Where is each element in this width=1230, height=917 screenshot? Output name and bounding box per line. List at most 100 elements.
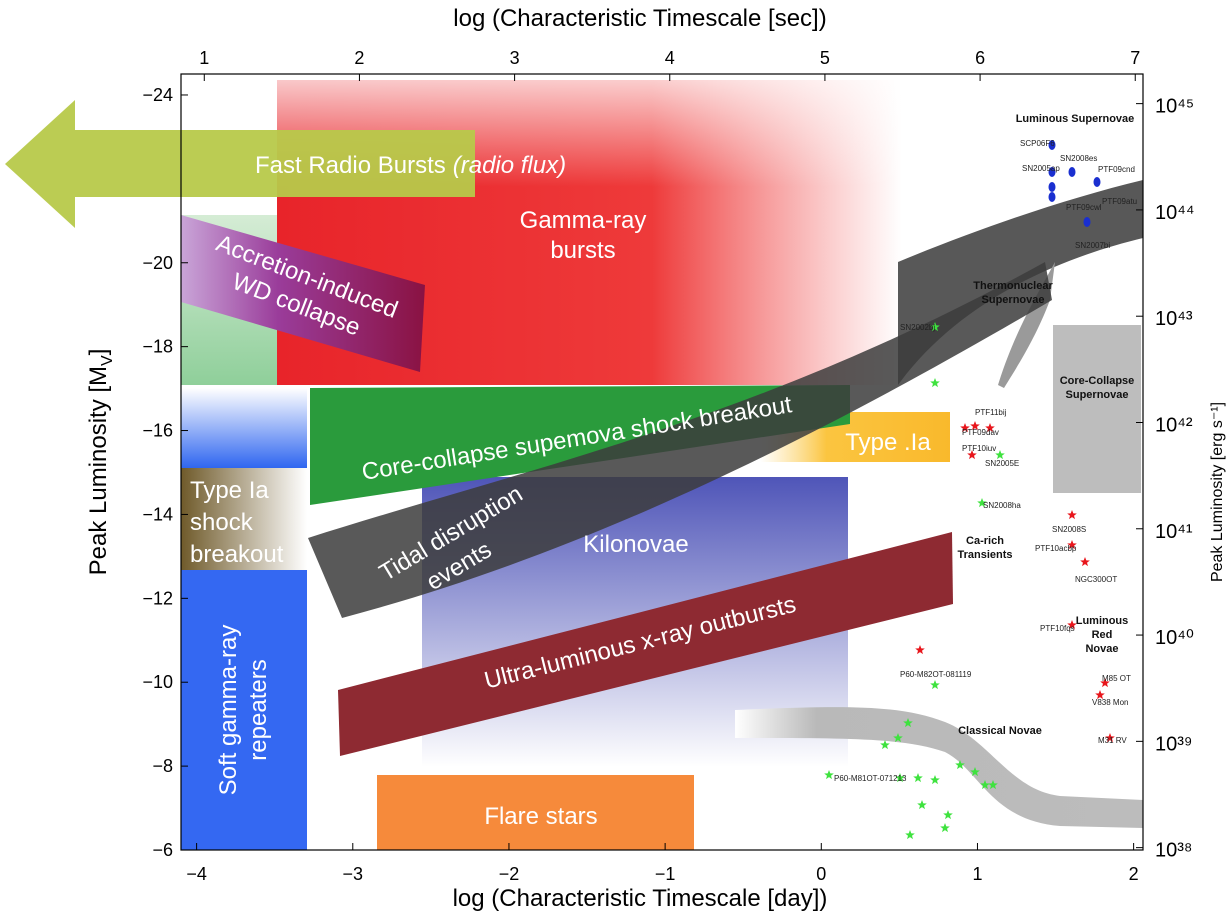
- y-axis-title-sub: V: [99, 355, 116, 366]
- x-tick-label: 0: [816, 864, 826, 884]
- y2-tick-label: 10⁴¹: [1155, 521, 1193, 543]
- grb-label: Gamma-ray: [520, 207, 647, 234]
- marker-blue: [1048, 192, 1056, 202]
- object-label: PTF10fqs: [1040, 624, 1075, 633]
- class-label: Supernovae: [1066, 389, 1129, 401]
- frb-text: Fast Radio Bursts: [255, 152, 446, 179]
- ia-shock-label: breakout: [190, 541, 284, 568]
- ia-shock-label: shock: [190, 509, 254, 536]
- x2-tick-label: 5: [820, 48, 830, 68]
- object-label: M31 RV: [1098, 736, 1127, 745]
- ia-shock-label: Type Ia: [190, 477, 269, 504]
- x2-tick-label: 6: [975, 48, 985, 68]
- y-tick-label: −14: [142, 504, 173, 524]
- x2-tick-label: 4: [665, 48, 675, 68]
- y-tick-label: −12: [142, 588, 173, 608]
- object-label: PTF09dav: [962, 428, 999, 437]
- y-tick-label: −6: [152, 840, 173, 860]
- object-label: PTF10acbp: [1035, 544, 1077, 553]
- class-label: Luminous Supernovae: [1016, 113, 1135, 125]
- y-axis-title-part: ]: [85, 349, 112, 356]
- y-tick-label: −20: [142, 253, 173, 273]
- class-label: Ca-rich: [966, 535, 1004, 547]
- x2-axis-title: log (Characteristic Timescale [sec]): [453, 5, 826, 32]
- aic-region: [181, 215, 425, 372]
- x-axis-title: log (Characteristic Timescale [day]): [453, 885, 828, 912]
- region-fill: [181, 388, 307, 468]
- object-label: SN2002bj: [900, 323, 935, 332]
- x-tick-label: −1: [655, 864, 676, 884]
- x2-tick-label: 7: [1130, 48, 1140, 68]
- class-label: Transients: [957, 549, 1012, 561]
- marker-blue: [1048, 140, 1056, 150]
- class-label: Red: [1092, 629, 1113, 641]
- y-tick-label: −8: [152, 756, 173, 776]
- y-tick-label: −24: [142, 85, 173, 105]
- frb-label: Fast Radio Bursts (radio flux): [255, 152, 566, 179]
- sgr-label: Soft gamma-ray: [215, 625, 242, 796]
- y2-tick-label: 10⁴²: [1155, 414, 1193, 436]
- object-label: PTF10iuv: [962, 444, 996, 453]
- object-label: M85 OT: [1102, 674, 1131, 683]
- y-tick-label: −10: [142, 672, 173, 692]
- object-label: NGC300OT: [1075, 575, 1117, 584]
- plot-frame: [180, 73, 1144, 851]
- frb-arrow: [5, 100, 475, 228]
- marker-blue: [1068, 167, 1076, 177]
- x2-tick-label: 2: [354, 48, 364, 68]
- class-label: Novae: [1085, 643, 1118, 655]
- type-dot-ia-label: Type .Ia: [845, 429, 931, 456]
- sgr-label: repeaters: [245, 659, 272, 760]
- y-tick-label: −18: [142, 337, 173, 357]
- y2-axis-title: Peak Luminosity [erg s⁻¹]: [1209, 402, 1226, 582]
- object-label: PTF11bij: [975, 408, 1007, 417]
- object-label: PTF09cwl: [1066, 203, 1102, 212]
- object-label: SN2008ha: [983, 501, 1021, 510]
- x2-tick-label: 3: [510, 48, 520, 68]
- ulx-region: [338, 532, 953, 756]
- marker-blue: [1083, 217, 1091, 227]
- marker-blue: [1048, 182, 1056, 192]
- x-tick-label: 1: [972, 864, 982, 884]
- frb-text: (radio flux): [453, 152, 566, 179]
- grb-label: bursts: [550, 237, 615, 264]
- object-label: SCP06F6: [1020, 139, 1055, 148]
- kilonovae-label: Kilonovae: [583, 531, 688, 558]
- x-tick-label: −4: [186, 864, 207, 884]
- object-label: SN2007bi: [1075, 241, 1110, 250]
- object-label: SN2008es: [1060, 154, 1097, 163]
- class-label: Core-Collapse: [1060, 375, 1135, 387]
- y-axis-title-part: Peak Luminosity [M: [85, 366, 112, 575]
- y2-tick-label: 10³⁸: [1155, 840, 1192, 862]
- object-label: P60-M82OT-081119: [900, 670, 972, 679]
- y2-tick-label: 10⁴⁴: [1155, 202, 1194, 224]
- object-label: SN2005ap: [1022, 164, 1060, 173]
- object-label: V838 Mon: [1092, 698, 1128, 707]
- y2-tick-label: 10⁴⁵: [1155, 96, 1194, 118]
- x2-tick-label: 1: [199, 48, 209, 68]
- class-label: Thermonuclear: [973, 280, 1053, 292]
- ia-shock-region: [181, 468, 307, 570]
- object-label: SN2008S: [1052, 525, 1086, 534]
- y2-tick-label: 10⁴⁰: [1155, 627, 1194, 649]
- flare-label: Flare stars: [484, 803, 597, 830]
- sgr-region: [181, 570, 307, 850]
- x-tick-label: −2: [499, 864, 520, 884]
- x-tick-label: −3: [343, 864, 364, 884]
- core-collapse-region: [1053, 325, 1141, 493]
- class-label: Supernovae: [982, 294, 1045, 306]
- y-tick-label: −16: [142, 421, 173, 441]
- flare-region: [377, 775, 694, 850]
- object-label: SN2005E: [985, 459, 1019, 468]
- marker-blue: [1048, 167, 1056, 177]
- y2-tick-label: 10³⁹: [1155, 733, 1192, 755]
- class-label: Luminous: [1076, 615, 1129, 627]
- y2-tick-label: 10⁴³: [1155, 308, 1193, 330]
- tde-region: [308, 262, 1052, 618]
- y-axis-title: Peak Luminosity [MV]: [85, 349, 116, 576]
- object-label: PTF09atu: [1102, 197, 1137, 206]
- x-tick-label: 2: [1129, 864, 1139, 884]
- object-label: P60-M81OT-071213: [834, 774, 907, 783]
- object-label: PTF09cnd: [1098, 165, 1135, 174]
